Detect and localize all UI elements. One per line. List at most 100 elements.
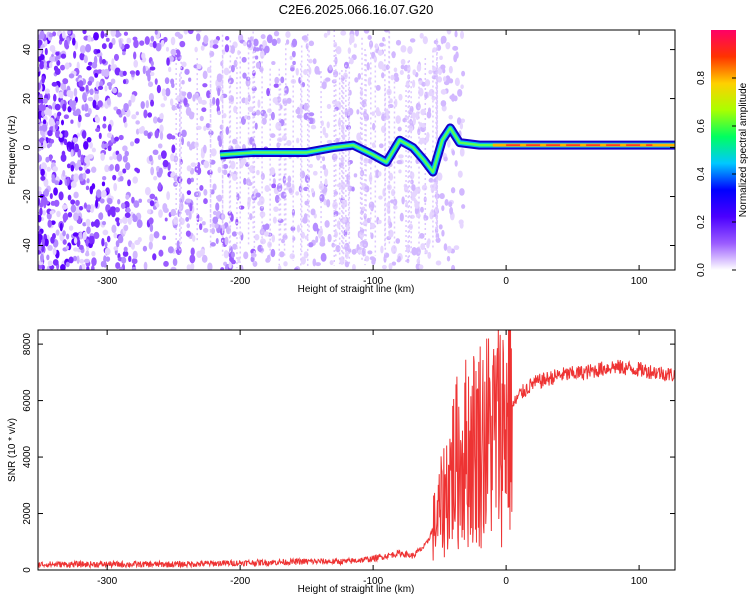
- spectrogram-noise-cell: [448, 114, 453, 120]
- spectrogram-noise-cell: [135, 111, 139, 116]
- spectrogram-noise-cell: [272, 216, 277, 224]
- spectrogram-noise-cell: [46, 166, 51, 172]
- spectrogram-frame: [37, 29, 676, 271]
- spectrogram-noise-cell: [426, 240, 430, 249]
- spectrogram-noise-cell: [138, 198, 143, 203]
- spectrogram-noise-cell: [308, 112, 315, 117]
- spectrogram-noise-cell: [259, 44, 264, 52]
- spectrogram-noise-cell: [203, 35, 209, 45]
- spectrogram-noise-cell: [145, 100, 150, 109]
- spectrogram-noise-cell: [367, 158, 373, 164]
- spectrogram-noise-cell: [113, 182, 118, 192]
- spectrogram-noise-cell: [85, 204, 92, 211]
- spectrogram-noise-cell: [65, 261, 70, 268]
- spectrogram-noise-cell: [69, 98, 73, 108]
- spectrogram-noise-cell: [67, 106, 72, 113]
- spectrogram-noise-cell: [51, 177, 56, 184]
- spectrogram-noise-cell: [438, 224, 443, 230]
- spectrogram-noise-cell: [193, 191, 199, 198]
- spectrogram-noise-cell: [347, 248, 352, 253]
- spectrogram-noise-cell: [192, 94, 196, 102]
- spectrogram-noise-cell: [383, 30, 390, 33]
- spectrogram-noise-cell: [49, 44, 56, 53]
- snr-x-tick-label: -300: [97, 576, 117, 587]
- spectrogram-noise-cell: [326, 199, 331, 208]
- spectrogram-noise-cell: [107, 124, 112, 132]
- spectrogram-noise-cell: [401, 196, 405, 205]
- spectrogram-noise-cell: [120, 202, 126, 209]
- spectrogram-noise-cell: [270, 111, 275, 121]
- spectrogram-noise-cell: [400, 58, 406, 66]
- spectrogram-noise-cell: [122, 155, 128, 163]
- spectrogram-noise-cell: [266, 34, 273, 44]
- spectrogram-noise-cell: [72, 255, 78, 262]
- spectrogram-noise-cell: [194, 46, 198, 53]
- spectrogram-noise-cell: [436, 76, 443, 83]
- spectrogram-noise-cell: [400, 45, 407, 53]
- spectrogram-noise-cell: [52, 247, 57, 256]
- spectrogram-noise-cell: [119, 175, 124, 182]
- spectrogram-noise-cell: [73, 173, 79, 182]
- spectrogram-noise-cell: [394, 98, 398, 108]
- spectrogram-noise-cell: [121, 256, 127, 264]
- spectrogram-noise-cell: [39, 207, 43, 216]
- spectrogram-noise-cell: [411, 246, 418, 256]
- spectrogram-noise-cell: [243, 251, 249, 260]
- spectrogram-noise-cell: [340, 30, 347, 36]
- spectrogram-noise-cell: [454, 160, 458, 167]
- spectrogram-noise-cell: [62, 169, 66, 177]
- spectrogram-noise-cell: [152, 116, 158, 124]
- spectrogram-noise-cell: [89, 141, 93, 149]
- spectrogram-noise-cell: [280, 76, 285, 84]
- spectrogram-noise-cell: [170, 171, 176, 178]
- spectrogram-noise-cell: [123, 246, 128, 252]
- spectrogram-noise-cell: [80, 154, 84, 163]
- spectrogram-noise-cell: [91, 183, 96, 190]
- spectrogram-noise-cell: [113, 53, 119, 61]
- spectrogram-noise-cell: [190, 247, 195, 256]
- spectrogram-noise-cell: [125, 162, 131, 171]
- spectrogram-noise-cell: [87, 96, 94, 102]
- spectrogram-noise-cell: [269, 133, 276, 138]
- spectrogram-noise-cell: [183, 30, 189, 35]
- spectrogram-noise-cell: [79, 45, 86, 54]
- spectrogram-noise-cell: [421, 184, 428, 191]
- spectrogram-noise-cell: [38, 225, 41, 231]
- spectrogram-noise-cell: [47, 245, 53, 251]
- spectrogram-noise-cell: [50, 200, 56, 206]
- spectrogram-y-label: Frequency (Hz): [7, 116, 18, 185]
- spectrogram-noise-cell: [149, 71, 155, 77]
- spectrogram-noise-cell: [310, 208, 316, 216]
- spectrogram-noise-cell: [311, 188, 315, 194]
- spectrogram-noise-cell: [459, 221, 464, 229]
- spectrogram-noise-cell: [103, 115, 107, 122]
- spectrogram-noise-cell: [266, 108, 272, 113]
- spectrogram-noise-cell: [290, 226, 296, 232]
- spectrogram-noise-cell: [296, 106, 301, 115]
- spectrogram-noise-cell: [435, 260, 442, 266]
- spectrogram-noise-cell: [261, 117, 267, 125]
- spectrogram-noise-cell: [64, 62, 70, 70]
- spectrogram-noise-cell: [206, 90, 211, 99]
- spectrogram-noise-cell: [101, 43, 107, 50]
- spectrogram-noise-cell: [61, 30, 66, 39]
- spectrogram-noise-cell: [131, 114, 137, 120]
- spectrogram-noise-cell: [38, 186, 42, 192]
- spectrogram-noise-cell: [389, 98, 393, 104]
- spectrogram-noise-cell: [98, 132, 102, 140]
- snr-y-tick-label: 4000: [22, 445, 33, 468]
- spectrogram-noise-cell: [159, 131, 164, 140]
- spectrogram-noise-cell: [446, 30, 452, 35]
- spectrogram-noise-cell: [375, 107, 380, 115]
- spectrogram-noise-cell: [101, 237, 105, 247]
- spectrogram-noise-cell: [194, 166, 198, 173]
- spectrogram-noise-cell: [63, 114, 70, 120]
- spectrogram-noise-cell: [388, 172, 394, 181]
- spectrogram-noise-cell: [107, 209, 113, 215]
- spectrogram-noise-cell: [291, 208, 295, 217]
- spectrogram-noise-cell: [44, 47, 48, 56]
- spectrogram-noise-cell: [378, 171, 382, 177]
- spectrogram-noise-cell: [181, 61, 187, 68]
- snr-y-ticks: 0 2000 4000 6000 8000: [22, 333, 675, 573]
- spectrogram-noise-cell: [179, 40, 186, 48]
